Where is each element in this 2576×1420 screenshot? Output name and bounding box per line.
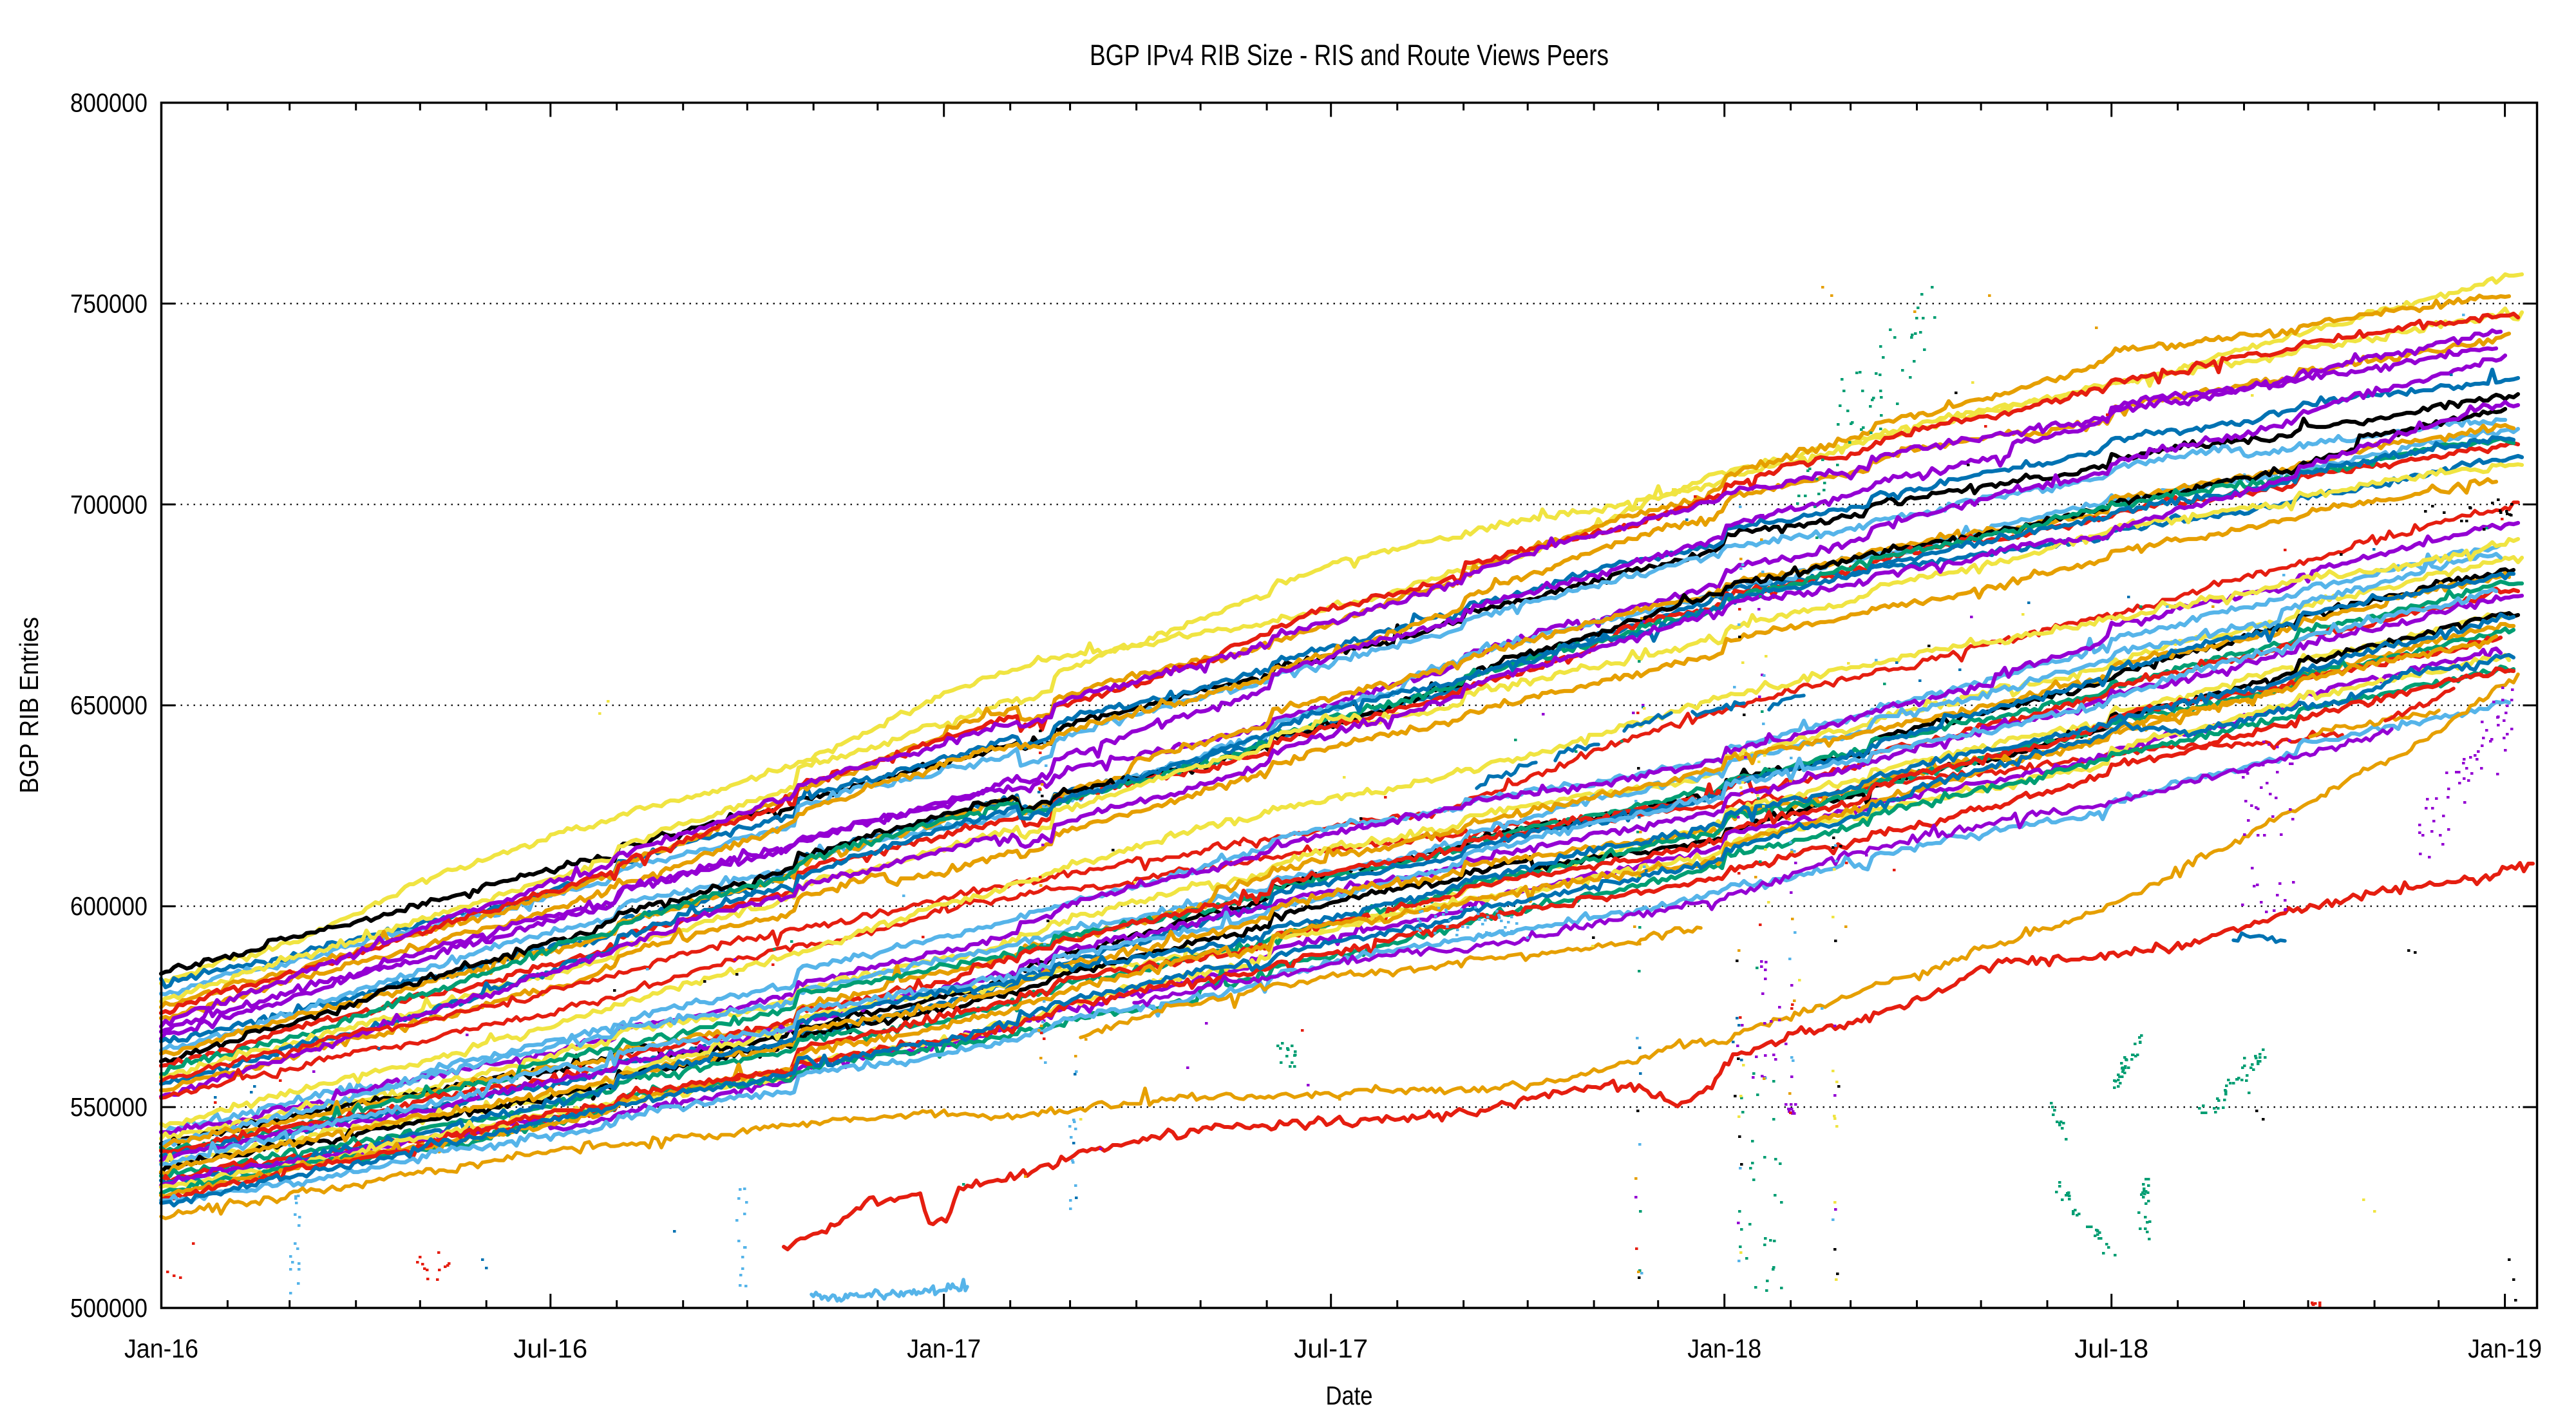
svg-text:650000: 650000 [70, 690, 147, 720]
svg-text:600000: 600000 [70, 891, 147, 921]
svg-text:BGP IPv4 RIB Size - RIS and Ro: BGP IPv4 RIB Size - RIS and Route Views … [1090, 39, 1609, 71]
svg-text:BGP RIB Entries: BGP RIB Entries [14, 617, 44, 793]
svg-text:Jan-16: Jan-16 [124, 1334, 198, 1363]
svg-text:500000: 500000 [70, 1293, 147, 1323]
svg-text:750000: 750000 [70, 289, 147, 318]
svg-text:Jan-17: Jan-17 [907, 1334, 981, 1363]
svg-text:Date: Date [1326, 1381, 1373, 1410]
svg-text:700000: 700000 [70, 489, 147, 519]
svg-text:Jul-18: Jul-18 [2074, 1334, 2148, 1363]
svg-text:Jan-19: Jan-19 [2468, 1334, 2542, 1363]
svg-text:Jan-18: Jan-18 [1687, 1334, 1761, 1363]
svg-text:Jul-17: Jul-17 [1294, 1334, 1368, 1363]
svg-text:Jul-16: Jul-16 [513, 1334, 587, 1363]
svg-text:800000: 800000 [70, 88, 147, 118]
svg-text:550000: 550000 [70, 1092, 147, 1122]
